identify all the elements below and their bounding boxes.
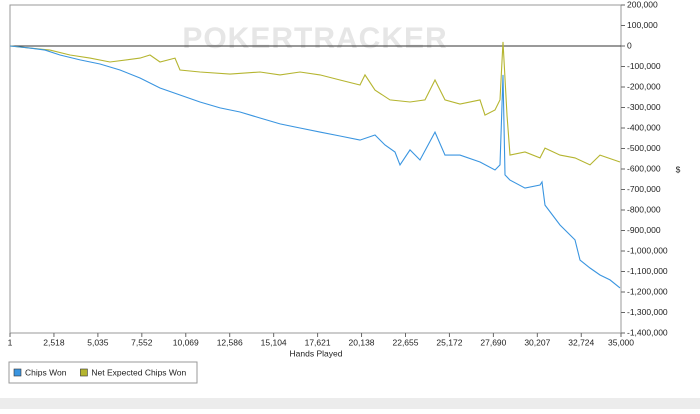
y-tick-label: 200,000 bbox=[627, 0, 658, 9]
watermark: POKERTRACKER bbox=[182, 22, 447, 55]
y-tick-label: -500,000 bbox=[627, 143, 661, 153]
legend-label: Chips Won bbox=[25, 367, 67, 377]
x-tick-label: 20,138 bbox=[349, 337, 375, 347]
x-tick-label: 30,207 bbox=[524, 337, 550, 347]
x-tick-label: 15,104 bbox=[261, 337, 287, 347]
y-tick-label: 0 bbox=[627, 40, 632, 50]
x-tick-label: 10,069 bbox=[173, 337, 199, 347]
y-tick-label: -1,000,000 bbox=[627, 245, 668, 255]
y-axis-label: $ bbox=[676, 164, 681, 174]
y-tick-label: -1,300,000 bbox=[627, 307, 668, 317]
x-tick-label: 2,518 bbox=[43, 337, 65, 347]
x-tick-label: 7,552 bbox=[131, 337, 153, 347]
x-tick-label: 32,724 bbox=[568, 337, 594, 347]
x-axis-label: Hands Played bbox=[290, 348, 343, 358]
x-tick-label: 27,690 bbox=[480, 337, 506, 347]
x-tick-label: 1 bbox=[8, 337, 13, 347]
y-tick-label: -700,000 bbox=[627, 184, 661, 194]
y-tick-label: -1,100,000 bbox=[627, 266, 668, 276]
y-tick-label: -200,000 bbox=[627, 81, 661, 91]
x-tick-label: 25,172 bbox=[436, 337, 462, 347]
y-tick-label: -400,000 bbox=[627, 122, 661, 132]
x-tick-label: 22,655 bbox=[392, 337, 418, 347]
legend bbox=[8, 361, 198, 384]
y-tick-label: -100,000 bbox=[627, 61, 661, 71]
series-line bbox=[9, 41, 621, 166]
y-tick-label: -1,400,000 bbox=[627, 327, 668, 337]
y-tick-label: 100,000 bbox=[627, 20, 658, 30]
x-tick-label: 5,035 bbox=[87, 337, 109, 347]
y-tick-label: -600,000 bbox=[627, 163, 661, 173]
x-tick-label: 17,621 bbox=[305, 337, 331, 347]
x-tick-label: 12,586 bbox=[217, 337, 243, 347]
legend-swatch bbox=[13, 368, 22, 377]
status-strip bbox=[0, 398, 700, 409]
legend-label: Net Expected Chips Won bbox=[91, 367, 186, 377]
y-tick-label: -1,200,000 bbox=[627, 286, 668, 296]
series-line bbox=[9, 45, 621, 289]
y-tick-label: -900,000 bbox=[627, 225, 661, 235]
y-tick-label: -800,000 bbox=[627, 204, 661, 214]
legend-swatch bbox=[80, 368, 88, 377]
y-tick-label: -300,000 bbox=[627, 102, 661, 112]
x-tick-label: 35,000 bbox=[608, 337, 634, 347]
